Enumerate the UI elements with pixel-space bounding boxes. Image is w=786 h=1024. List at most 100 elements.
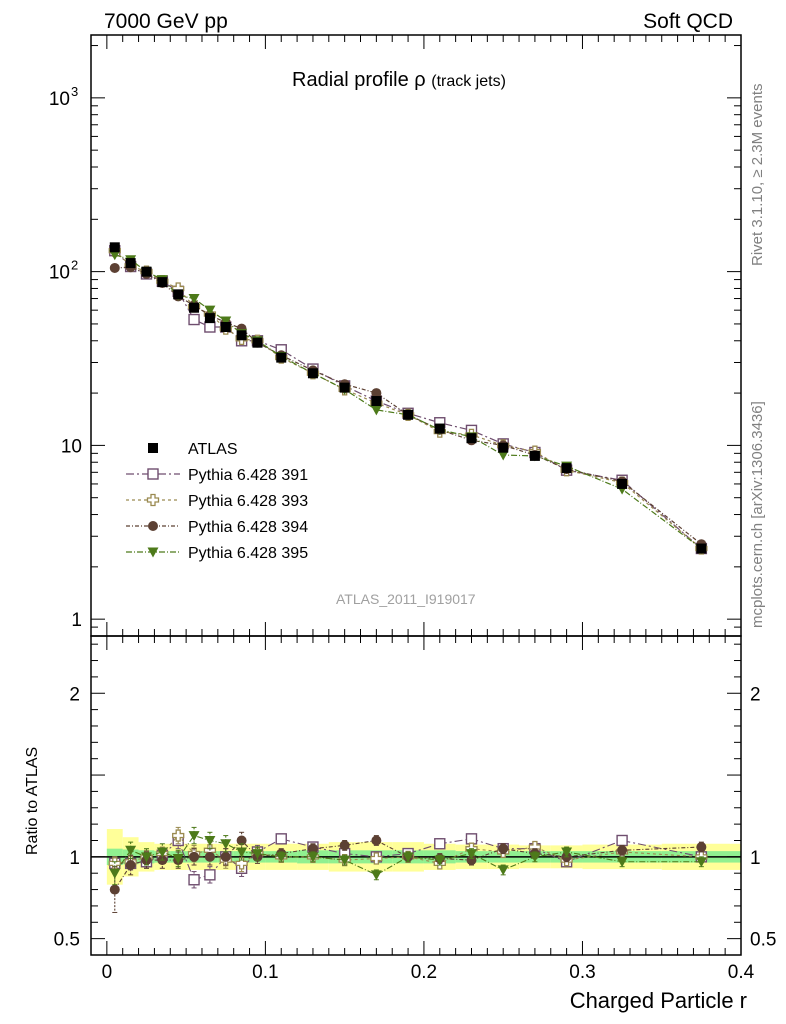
data-point-391 [465, 833, 478, 845]
data-point-395 [220, 839, 232, 850]
data-point-atlas [617, 478, 628, 489]
data-point-395 [188, 294, 200, 305]
data-point-394 [236, 835, 247, 846]
y-tick-label: 10 [49, 263, 70, 284]
data-point-395 [109, 250, 121, 261]
y-tick-label: 0.5 [54, 930, 80, 951]
data-point-394 [696, 842, 707, 853]
x-tick-label: 0.1 [252, 962, 278, 983]
x-tick-label: 0.4 [728, 962, 755, 983]
legend-marker [147, 547, 159, 558]
data-point-atlas [434, 423, 445, 434]
data-point-393 [235, 857, 248, 870]
data-point-395 [251, 849, 263, 860]
data-point-atlas [173, 289, 184, 300]
y-tick-label-right: 1 [750, 848, 761, 869]
legend: ATLAS Pythia 6.428 391 Pythia 6.428 393 Pyt… [126, 441, 308, 562]
legend-marker [148, 443, 158, 453]
data-point-atlas [529, 450, 540, 461]
y-tick-label: 1 [69, 848, 80, 869]
data-point-atlas [141, 266, 152, 277]
legend-label: Pythia 6.428 393 [188, 493, 308, 510]
data-point-395 [275, 852, 287, 863]
y-tick-exponent: 3 [71, 84, 78, 99]
plot-title: Radial profile ρ (track jets) [292, 69, 506, 91]
data-point-395 [188, 831, 200, 842]
data-point-395 [402, 852, 414, 863]
y-tick-label: 1 [71, 610, 82, 631]
data-point-395 [561, 847, 573, 858]
data-point-395 [172, 853, 184, 864]
data-point-393 [370, 852, 383, 865]
series-line [114, 250, 702, 549]
data-point-395 [370, 870, 382, 881]
data-point-394 [371, 835, 382, 846]
data-point-394 [307, 843, 318, 854]
y-tick-label: 2 [69, 684, 80, 705]
legend-marker [148, 521, 158, 531]
data-point-394 [617, 845, 628, 856]
y-tick-label: 10 [61, 436, 82, 457]
legend-label: Pythia 6.428 394 [188, 519, 308, 536]
data-point-atlas [403, 409, 414, 420]
data-point-395 [109, 868, 121, 879]
legend-label: Pythia 6.428 395 [188, 545, 308, 562]
x-axis-title: Charged Particle r [570, 988, 747, 1013]
ratio-frame [90, 635, 742, 956]
data-point-395 [695, 857, 707, 868]
legend-marker [147, 468, 159, 480]
data-point-395 [616, 857, 628, 868]
data-point-395 [307, 852, 319, 863]
series-line [114, 250, 702, 549]
process-label: Soft QCD [643, 10, 733, 33]
data-point-395 [236, 847, 248, 858]
y-tick-exponent: 2 [71, 258, 78, 273]
mcplots-label: mcplots.cern.ch [arXiv:1306.3436] [749, 401, 766, 628]
plot-title-main: Radial profile ρ [292, 69, 426, 91]
legend-marker [146, 493, 160, 507]
data-point-395 [125, 845, 137, 856]
data-point-391 [275, 833, 287, 845]
data-point-atlas [125, 258, 136, 269]
data-point-395 [497, 865, 509, 876]
data-point-394 [220, 851, 231, 862]
data-point-395 [156, 847, 168, 858]
data-point-393 [172, 829, 185, 842]
ratio-panel: 0 0.1 0.2 0.3 0.4 0.5 0.5 1 1 2 2 [54, 35, 776, 983]
data-point-atlas [561, 463, 572, 474]
data-point-394 [109, 884, 120, 895]
data-point-394 [125, 860, 136, 871]
data-point-395 [434, 855, 446, 866]
data-point-391 [188, 874, 200, 886]
data-point-395 [529, 852, 541, 863]
legend-label: Pythia 6.428 391 [188, 467, 308, 484]
data-point-394 [339, 840, 350, 851]
data-point-394 [466, 855, 477, 866]
data-point-atlas [339, 382, 350, 393]
y-axis-title: Ratio to ATLAS [24, 747, 41, 855]
data-point-atlas [371, 396, 382, 407]
ratio-series-line [114, 839, 702, 890]
data-point-atlas [204, 313, 215, 324]
data-point-atlas [276, 352, 287, 363]
data-point-394 [371, 388, 382, 399]
data-point-395 [465, 849, 477, 860]
data-point-atlas [109, 242, 120, 253]
data-point-394 [189, 851, 200, 862]
data-point-395 [140, 852, 152, 863]
y-tick-label-right: 2 [750, 684, 761, 705]
analysis-label: ATLAS_2011_I919017 [336, 591, 476, 607]
data-point-395 [204, 305, 216, 316]
data-point-atlas [157, 277, 168, 288]
data-point-395 [204, 835, 216, 846]
data-point-atlas [236, 330, 247, 341]
x-tick-label: 0.3 [569, 962, 595, 983]
data-point-atlas [696, 543, 707, 554]
x-tick-label: 0.2 [411, 962, 437, 983]
y-tick-label-right: 0.5 [750, 930, 776, 951]
data-point-391 [204, 321, 216, 333]
data-point-atlas [466, 433, 477, 444]
data-point-atlas [220, 322, 231, 333]
series-line [114, 266, 702, 545]
